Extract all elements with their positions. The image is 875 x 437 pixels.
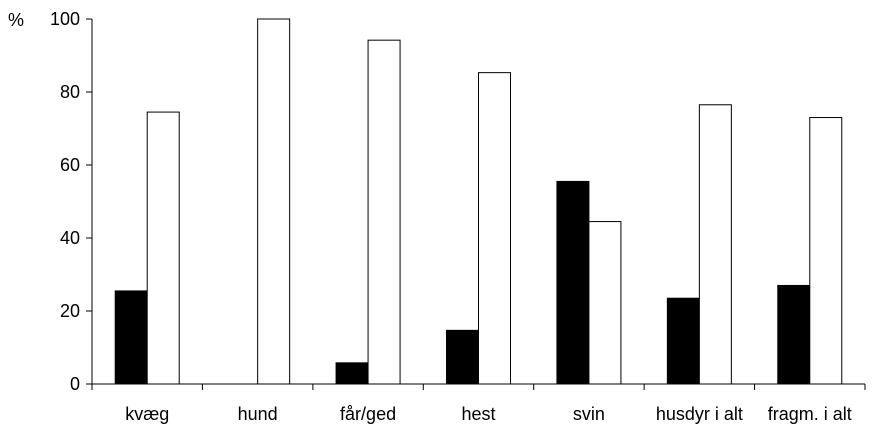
x-category-label: hund [238, 404, 278, 424]
x-category-label: hest [461, 404, 495, 424]
x-category-label: får/ged [340, 404, 396, 424]
bar-series-2 [698, 104, 732, 385]
x-category-label: svin [573, 404, 605, 424]
y-tick-label: 20 [60, 301, 80, 321]
bar-series-1 [777, 284, 811, 385]
y-tick-label: 80 [60, 82, 80, 102]
bar-series-2 [588, 221, 622, 385]
bar-series-1 [446, 329, 479, 385]
bar-series-2 [478, 72, 511, 385]
bars [114, 18, 843, 385]
bar-series-1 [666, 297, 700, 385]
x-axis-ticks [91, 384, 866, 390]
y-tick-label: 40 [60, 228, 80, 248]
y-unit-label: % [8, 10, 24, 30]
y-tick-label: 100 [50, 9, 80, 29]
bar-series-2 [809, 117, 843, 385]
category-labels: kvæg hund får/ged hest svin husdyr i alt fragm… [125, 404, 852, 424]
x-category-label: kvæg [125, 404, 169, 424]
bar-series-1 [335, 362, 369, 385]
bar-series-1 [114, 290, 148, 385]
bar-series-2 [257, 18, 291, 385]
bar-series-1 [556, 180, 590, 385]
y-tick-label: 60 [60, 155, 80, 175]
x-category-label: fragm. i alt [768, 404, 852, 424]
y-tick-label: 0 [70, 374, 80, 394]
y-axis-ticks: 0 20 40 60 80 100 [50, 9, 92, 394]
bar-series-2 [367, 39, 401, 385]
x-category-label: husdyr i alt [656, 404, 743, 424]
bar-series-2 [146, 111, 180, 385]
